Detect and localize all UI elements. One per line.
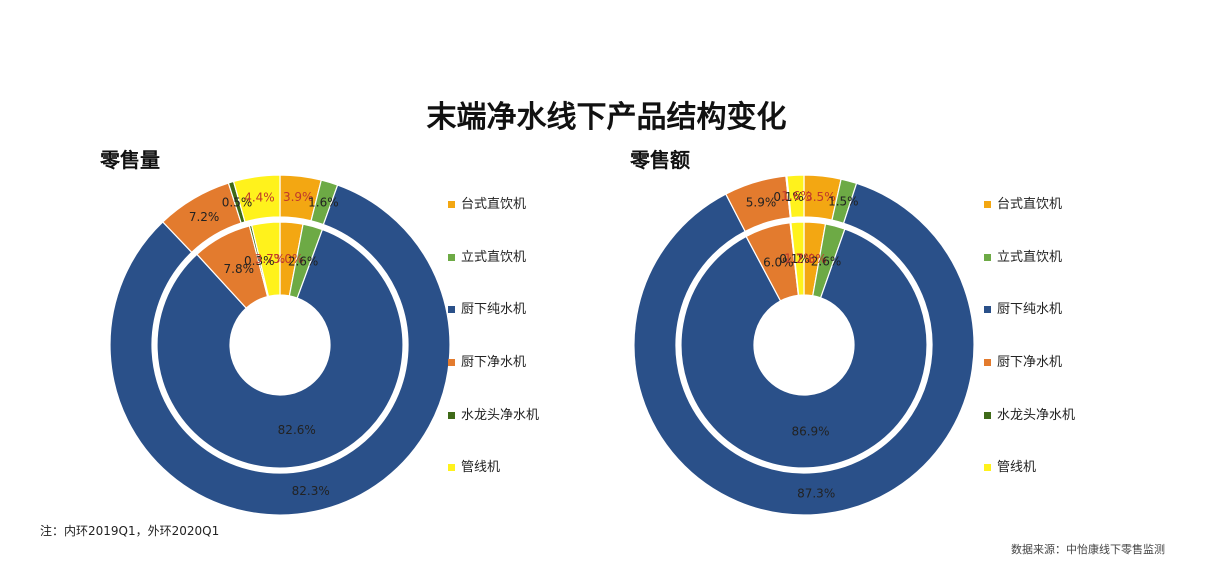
value-outer-label-floor-standing: 1.5%: [828, 194, 859, 208]
value-outer-label-pipeline: 1.6%: [781, 189, 812, 203]
value-inner-label-undersink-purifier: 6.0%: [763, 255, 794, 269]
legend-swatch: [984, 464, 991, 472]
legend-swatch: [984, 359, 991, 367]
volume-outer-label-floor-standing: 1.6%: [308, 195, 339, 209]
value-inner-label-floor-standing: 2.6%: [811, 254, 842, 268]
chart-title-retail-value: 零售额: [630, 148, 690, 172]
volume-outer-label-undersink-purifier: 7.2%: [189, 210, 220, 224]
volume-inner-slice-undersink-ro: [156, 228, 404, 469]
legend-swatch: [448, 201, 455, 208]
legend-label: 立式直饮机: [461, 249, 527, 265]
value-outer-slice-pipeline: [786, 174, 805, 219]
legend-swatch: [448, 411, 455, 419]
value-outer-label-faucet: 0.1%: [773, 190, 804, 204]
volume-outer-slice-pipeline: [232, 174, 281, 223]
value-outer-label-tabletop: 3.5%: [805, 190, 836, 204]
value-inner-label-pipeline: 1.7%: [784, 252, 815, 266]
volume-inner-label-pipeline: 3.7%: [255, 252, 286, 266]
volume-outer-label-undersink-ro: 82.3%: [292, 484, 330, 498]
ring-note: 注：内环2019Q1，外环2020Q1: [40, 524, 220, 538]
legend-label: 厨下纯水机: [997, 302, 1063, 318]
legend-swatch: [448, 359, 455, 367]
chart-title-retail-volume: 零售量: [100, 148, 160, 172]
legend-swatch: [448, 464, 455, 472]
value-inner-slice-undersink-ro: [680, 228, 928, 469]
volume-inner-slice-pipeline: [250, 221, 281, 298]
legend-swatch: [984, 253, 991, 261]
volume-inner-label-faucet: 0.3%: [244, 254, 275, 268]
legend-label: 厨下净水机: [461, 355, 527, 371]
donut-chart-retail-volume: 3.0%2.6% 82.6% 7.8%0.3%3.7% 3.9%1.6% 82.3% 7.…: [110, 174, 450, 516]
legend-swatch: [448, 253, 455, 261]
volume-outer-label-pipeline: 4.4%: [244, 190, 275, 204]
page-title: 末端净水线下产品结构变化: [426, 100, 787, 135]
volume-inner-label-undersink-purifier: 7.8%: [224, 262, 255, 276]
legend-label: 台式直饮机: [997, 197, 1063, 212]
value-inner-label-faucet: 0.1%: [779, 252, 810, 266]
legend-label: 水龙头净水机: [461, 407, 540, 423]
legend-label: 厨下纯水机: [461, 302, 527, 318]
volume-outer-label-faucet: 0.5%: [222, 195, 253, 209]
volume-outer-label-tabletop: 3.9%: [283, 190, 314, 204]
value-inner-slice-pipeline: [790, 221, 805, 296]
legend-label: 台式直饮机: [461, 197, 527, 212]
legend-swatch: [448, 306, 455, 314]
value-inner-label-tabletop: 2.8%: [796, 252, 827, 266]
volume-inner-label-undersink-ro: 82.6%: [278, 423, 316, 437]
donut-chart-retail-value: 2.8%2.6%86.9%6.0%0.1%1.7%3.5%1.5%87.3%5.…: [634, 174, 974, 516]
data-source: 数据来源：中怡康线下零售监测: [1011, 543, 1165, 556]
legend-label: 厨下净水机: [997, 355, 1063, 371]
legend-label: 管线机: [997, 460, 1037, 476]
value-inner-label-undersink-ro: 86.9%: [791, 424, 829, 438]
legend-swatch: [984, 201, 991, 208]
volume-outer-slice-undersink-ro: [110, 184, 450, 516]
legend-swatch: [984, 411, 991, 419]
volume-inner-label-tabletop: 3.0%: [273, 252, 304, 266]
value-outer-label-undersink-ro: 87.3%: [797, 487, 835, 501]
legend-label: 管线机: [461, 460, 501, 476]
volume-inner-label-floor-standing: 2.6%: [288, 255, 319, 269]
legend-label: 水龙头净水机: [997, 407, 1076, 423]
legend-swatch: [984, 306, 991, 314]
value-outer-label-undersink-purifier: 5.9%: [746, 195, 777, 209]
legend-label: 立式直饮机: [997, 249, 1063, 265]
value-outer-slice-undersink-ro: [634, 182, 974, 516]
